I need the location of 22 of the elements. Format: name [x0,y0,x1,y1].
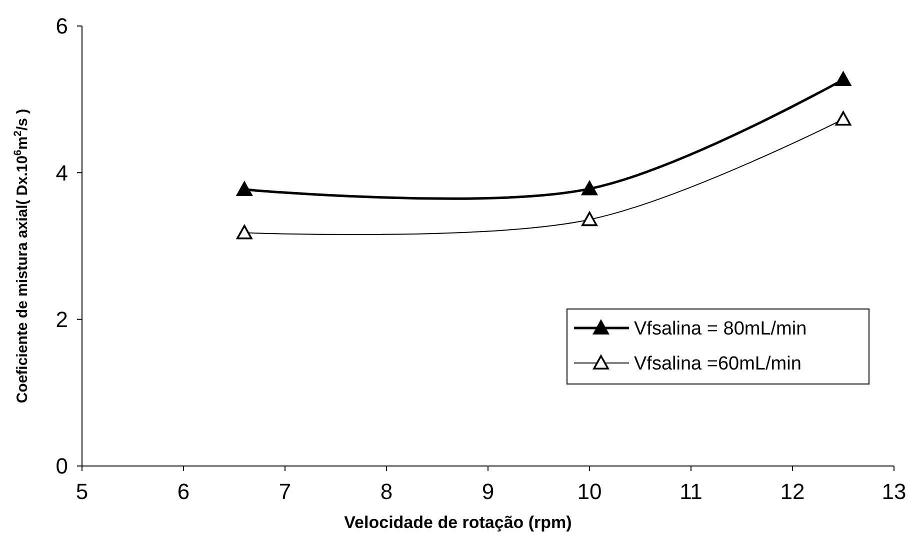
x-tick-label: 11 [680,479,702,504]
y-tick-label: 0 [56,454,68,479]
x-tick-label: 7 [278,479,292,504]
x-axis-title: Velocidade de rotação (rpm) [344,513,572,532]
point [835,111,852,126]
y-tick-label: 6 [56,14,68,39]
x-tick-label: 10 [577,479,602,504]
point [835,72,852,86]
point [236,182,252,196]
point [582,212,598,226]
legend-label: Vfsalina =60mL/min [634,354,802,375]
legend-label: Vfsalina = 80mL/min [634,318,807,340]
y-tick-label: 4 [56,160,68,186]
x-tick-label: 12 [780,479,805,504]
point [582,180,598,196]
x-tick-label: 5 [76,479,88,504]
x-tick-label: 9 [482,479,494,504]
x-tick-label: 6 [177,479,190,504]
y-tick-label: 2 [56,307,68,332]
x-tick-label: 13 [882,479,906,504]
x-tick-label: 8 [380,479,393,504]
point [236,224,252,240]
